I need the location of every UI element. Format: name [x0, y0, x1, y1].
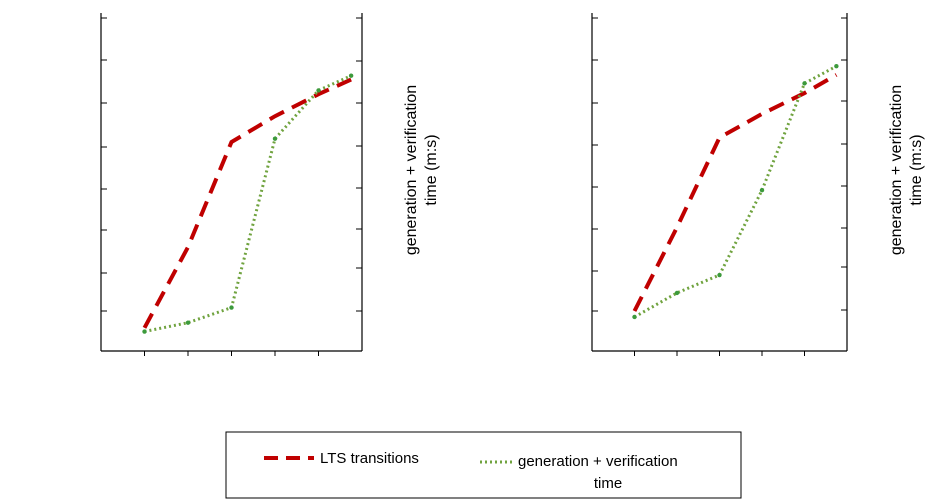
chart-right: generation + verification time (m:s) [591, 13, 925, 356]
data-point-generation-time [717, 272, 722, 278]
legend-label-lts: LTS transitions [320, 450, 419, 467]
data-point-generation-time [632, 314, 637, 320]
series-line-lts-transitions [142, 77, 352, 329]
legend-box [225, 431, 742, 499]
data-point-generation-time [759, 188, 765, 193]
y-axis-title-right-line2: time (m:s) [423, 134, 440, 205]
series-line-generation-time [633, 64, 838, 319]
series-line-generation-time [144, 74, 352, 333]
data-point-generation-time [229, 305, 234, 310]
data-point-generation-time [348, 73, 354, 78]
y-axis-title-right-line1: generation + verification [888, 85, 905, 255]
data-point-generation-time [834, 63, 839, 69]
series-line-lts-transitions [632, 73, 838, 312]
data-point-generation-time [802, 81, 807, 86]
data-point-generation-time [674, 290, 680, 296]
legend-label-time-line1: generation + verification [518, 453, 678, 470]
y-axis-title-right-line2: time (m:s) [908, 134, 925, 205]
legend-label-time-line2: time [594, 475, 622, 492]
data-point-generation-time [185, 320, 191, 325]
data-point-generation-time [272, 136, 278, 141]
legend: LTS transitions generation + verificatio… [225, 431, 742, 499]
y-axis-title-right-line1: generation + verification [403, 85, 420, 255]
chart-left: generation + verification time (m:s) [100, 13, 440, 356]
data-point-generation-time [142, 329, 147, 334]
data-point-generation-time [316, 88, 321, 93]
